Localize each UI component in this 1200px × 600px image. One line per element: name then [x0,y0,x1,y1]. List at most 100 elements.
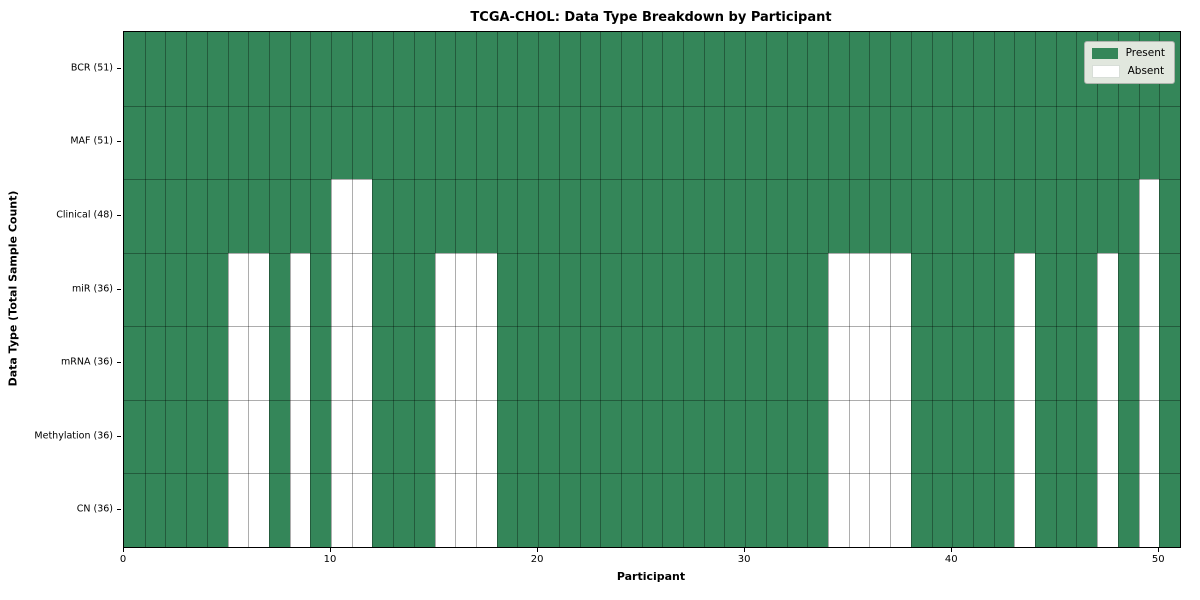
heatmap-cell [165,105,187,180]
heatmap-cell [351,399,373,474]
heatmap-cell [268,179,291,254]
gridline-vertical [703,32,705,547]
heatmap-cell [289,326,311,401]
heatmap-cell [620,105,643,180]
heatmap-cell [972,399,995,474]
heatmap-cell [538,399,560,474]
heatmap-cell [372,399,394,474]
heatmap-cell [620,399,643,474]
heatmap-cell [393,252,415,327]
heatmap-cell [703,399,725,474]
heatmap-cell [952,326,974,401]
heatmap-cell [310,399,332,474]
heatmap-cell [186,473,208,548]
heatmap-cell [268,326,291,401]
heatmap-cell [683,399,705,474]
heatmap-cell [455,473,477,548]
heatmap-cell [641,179,663,254]
heatmap-cell [144,105,166,180]
heatmap-cell [641,252,663,327]
heatmap-cell [289,473,311,548]
gridline-vertical [745,32,747,547]
heatmap-cell [869,399,891,474]
heatmap-cell [124,473,146,548]
heatmap-cell [455,179,477,254]
heatmap-cell [144,399,166,474]
heatmap-cell [1014,473,1036,548]
heatmap-cell [910,473,933,548]
heatmap-cell [227,105,249,180]
heatmap-cell [579,473,601,548]
heatmap-cell [165,179,187,254]
gridline-vertical [1097,32,1099,547]
heatmap-cell [434,399,456,474]
heatmap-cell [786,326,808,401]
heatmap-cell [703,326,725,401]
heatmap-cell [372,32,394,107]
heatmap-cell [910,326,933,401]
heatmap-cell [1117,473,1140,548]
heatmap-cell [786,32,808,107]
heatmap-cell [289,399,311,474]
heatmap-cell [165,399,187,474]
x-tick-mark [1158,548,1160,552]
heatmap-cell [1138,105,1160,180]
heatmap-cell [1097,473,1119,548]
heatmap-cell [124,399,146,474]
gridline-vertical [351,32,353,547]
heatmap-cell [1035,105,1057,180]
heatmap-cell [517,252,539,327]
gridline-vertical [1076,32,1078,547]
heatmap-cell [165,473,187,548]
heatmap-cell [579,105,601,180]
heatmap-cell [1076,326,1098,401]
x-tick-mark [123,548,124,552]
heatmap-cell [538,326,560,401]
x-tick-label: 40 [944,554,958,565]
gridline-horizontal [124,473,1180,475]
heatmap-cell [910,252,933,327]
gridline-vertical [268,32,270,547]
heatmap-cell [620,473,643,548]
heatmap-cell [455,399,477,474]
heatmap-cell [786,252,808,327]
heatmap-cell [351,326,373,401]
heatmap-cell [331,326,353,401]
heatmap-cell [496,179,518,254]
heatmap-cell [910,399,933,474]
heatmap-cell [993,326,1015,401]
heatmap-cell [765,399,788,474]
heatmap-cell [993,473,1015,548]
gridline-vertical [662,32,664,547]
x-tick-mark [330,548,332,552]
heatmap-cell [1055,326,1077,401]
heatmap-cell [1097,105,1119,180]
gridline-vertical [144,32,146,547]
heatmap-cell [538,252,560,327]
heatmap-cell [807,179,829,254]
gridline-vertical [1014,32,1016,547]
heatmap-cell [1097,179,1119,254]
heatmap-cell [289,252,311,327]
heatmap-cell [993,179,1015,254]
heatmap-cell [248,473,270,548]
heatmap-cell [1159,399,1181,474]
heatmap-cell [1138,473,1160,548]
heatmap-cell [745,473,767,548]
heatmap-cell [869,105,891,180]
heatmap-cell [683,105,705,180]
heatmap-cell [745,326,767,401]
heatmap-cell [952,399,974,474]
heatmap-cell [268,473,291,548]
heatmap-cell [413,252,436,327]
heatmap-cell [848,32,870,107]
x-tick-label: 10 [323,554,337,565]
heatmap-cell [745,252,767,327]
heatmap-cell [227,32,249,107]
heatmap-cell [931,105,953,180]
heatmap-cell [206,399,229,474]
heatmap-cell [972,326,995,401]
heatmap-cell [124,32,146,107]
heatmap-cell [724,399,746,474]
gridline-vertical [848,32,850,547]
